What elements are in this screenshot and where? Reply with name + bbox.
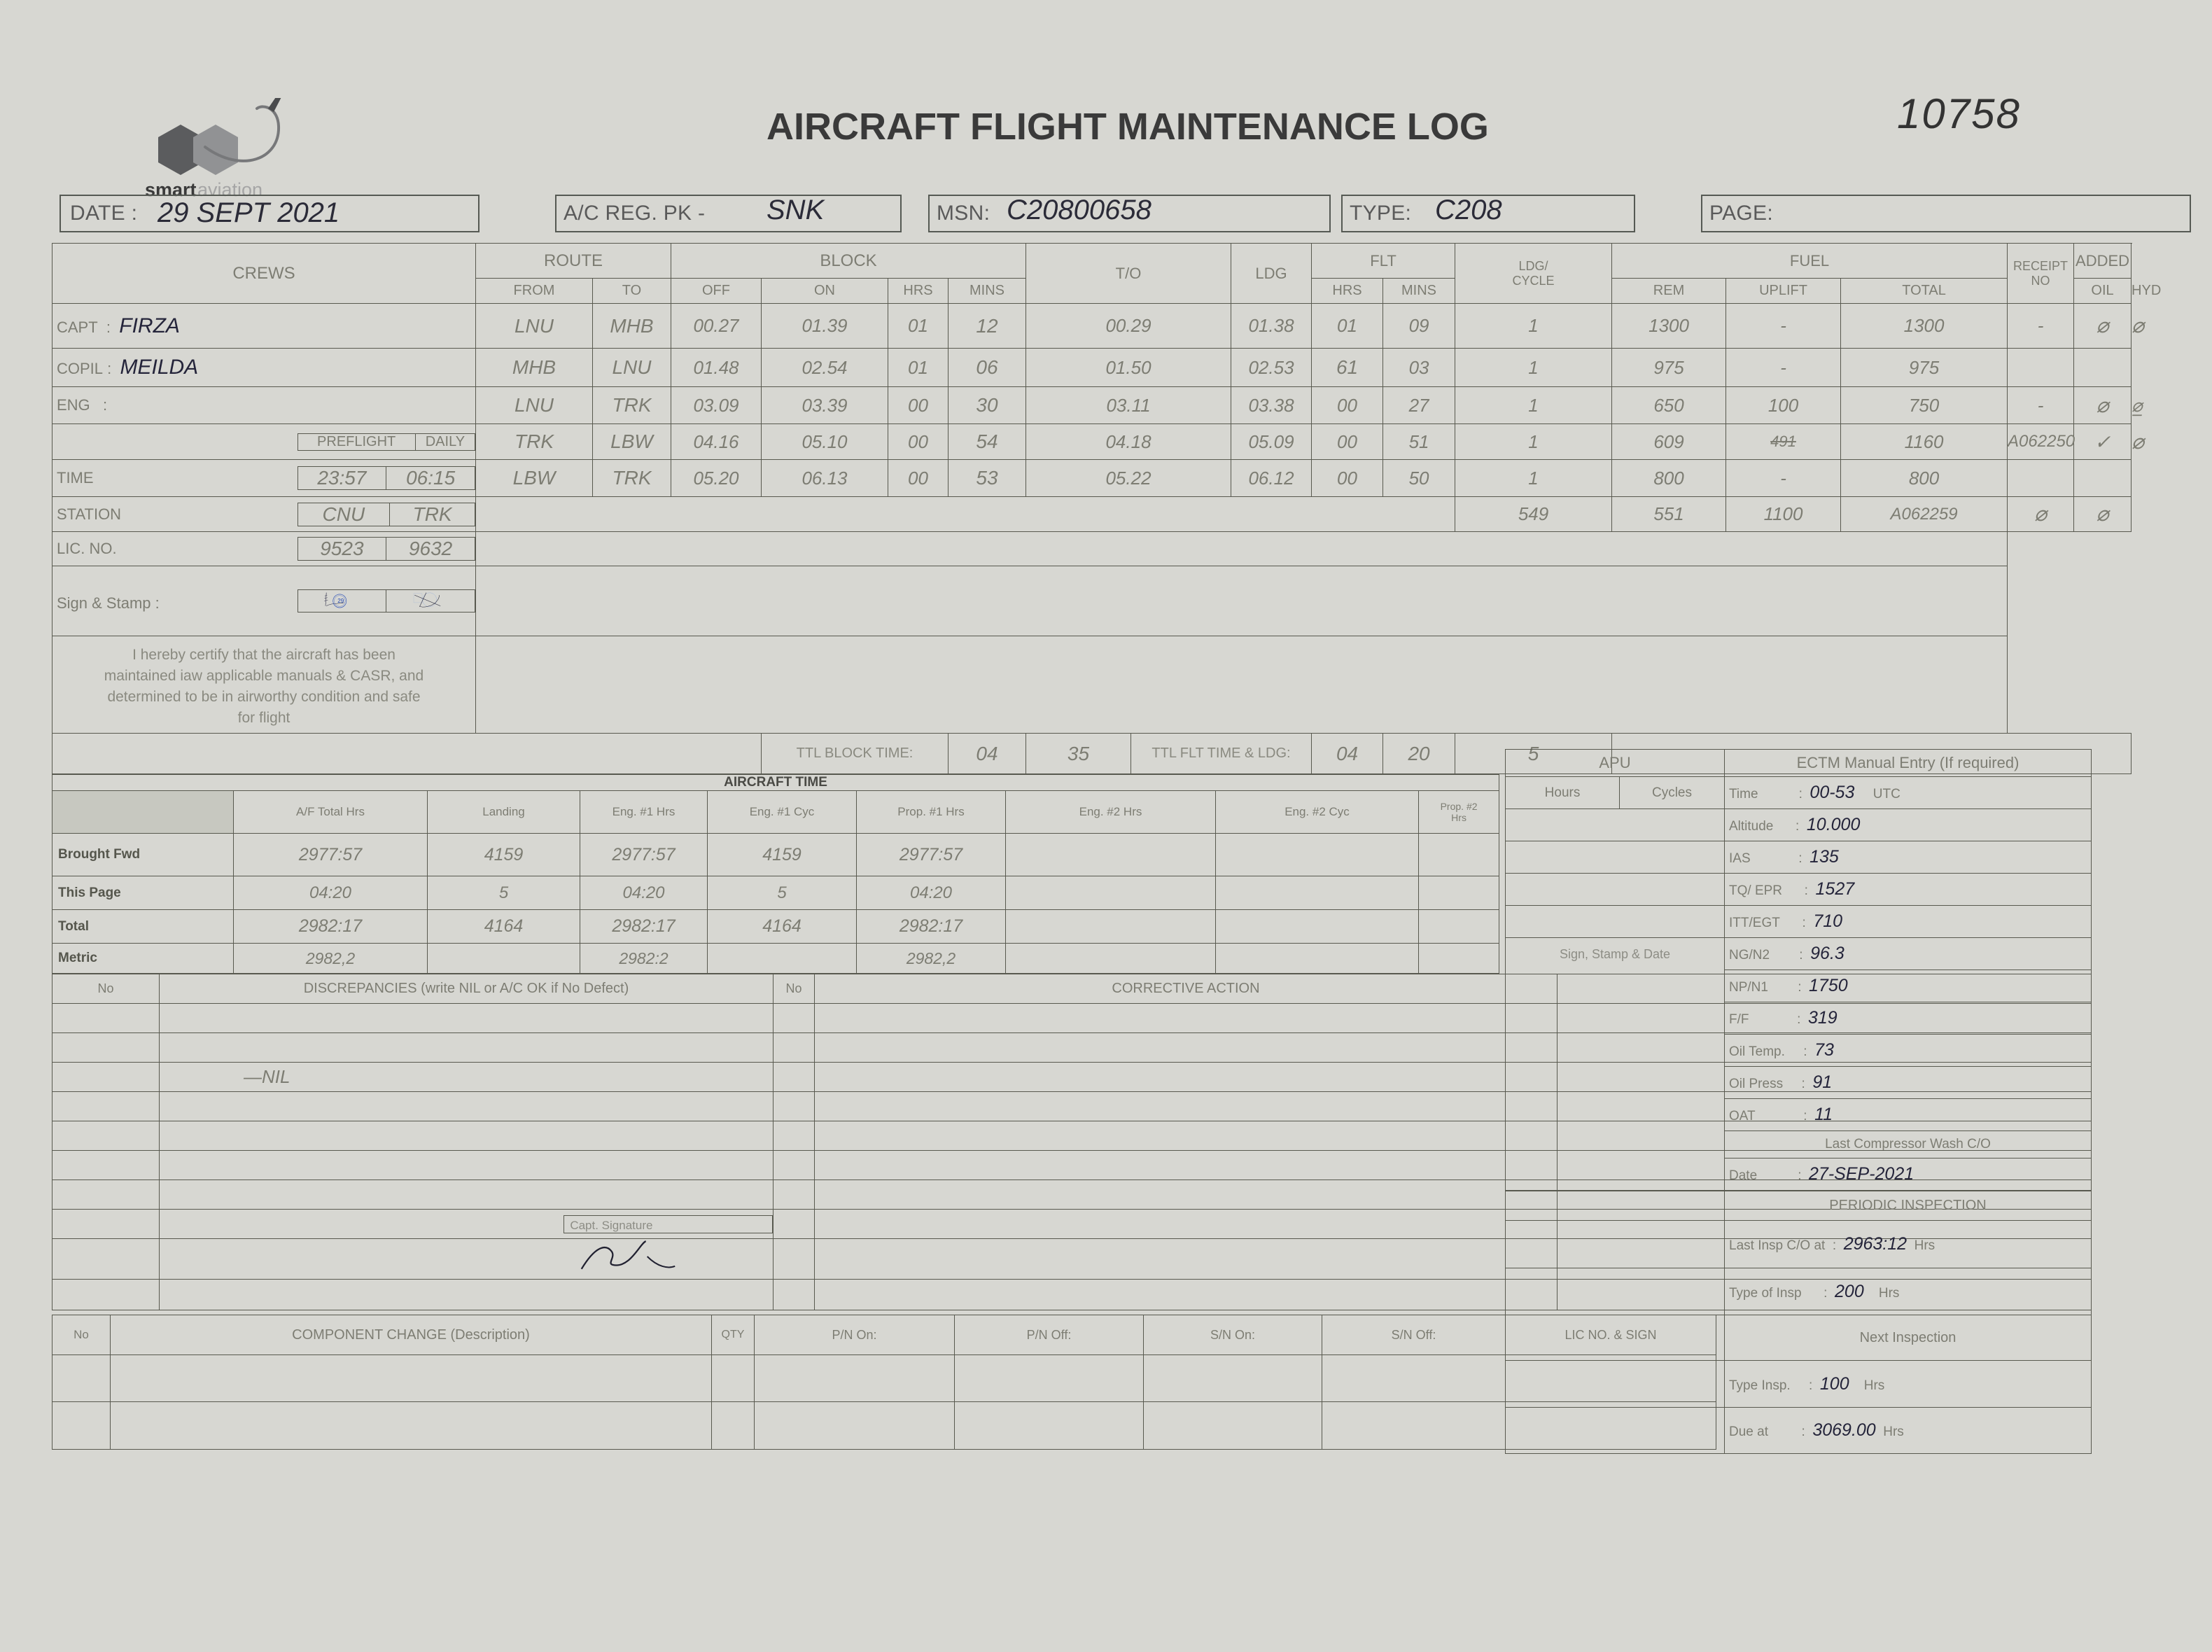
svg-text:29: 29	[337, 598, 344, 604]
